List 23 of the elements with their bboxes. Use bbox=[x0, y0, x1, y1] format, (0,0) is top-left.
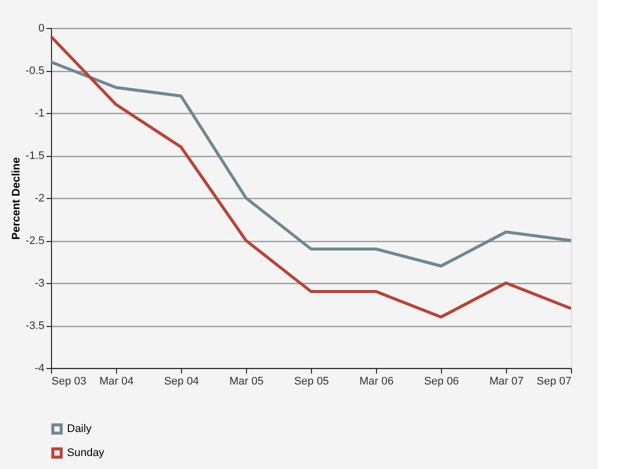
x-tick-label: Sep 04 bbox=[164, 376, 199, 388]
y-tick-label: -2.5 bbox=[26, 235, 44, 247]
legend-label: Sunday bbox=[67, 447, 105, 459]
y-tick-label: -1.5 bbox=[26, 150, 44, 162]
x-tick-label: Mar 06 bbox=[359, 376, 394, 388]
y-tick-label: -0.5 bbox=[26, 65, 44, 77]
y-tick-label: -4 bbox=[34, 362, 44, 374]
y-axis-title: Percent Decline bbox=[10, 157, 23, 240]
y-tick-label: 0 bbox=[38, 22, 44, 34]
line-series bbox=[50, 35, 572, 318]
y-tick-label: -3 bbox=[34, 278, 44, 290]
y-tick-label: -1 bbox=[34, 108, 44, 120]
legend-label: Daily bbox=[67, 423, 92, 435]
y-tick-label: -2 bbox=[34, 192, 44, 204]
x-tick-label: Mar 07 bbox=[489, 376, 524, 388]
x-tick-label: Sep 07 bbox=[536, 376, 572, 388]
x-tick-label: Mar 04 bbox=[99, 376, 134, 388]
line-series bbox=[50, 60, 572, 268]
x-tick-label: Sep 03 bbox=[52, 376, 86, 388]
x-tick-label: Sep 05 bbox=[294, 376, 329, 388]
x-tick-label: Mar 05 bbox=[229, 376, 264, 388]
x-tick-label: Sep 06 bbox=[424, 376, 459, 388]
y-tick-label: -3.5 bbox=[26, 320, 44, 332]
